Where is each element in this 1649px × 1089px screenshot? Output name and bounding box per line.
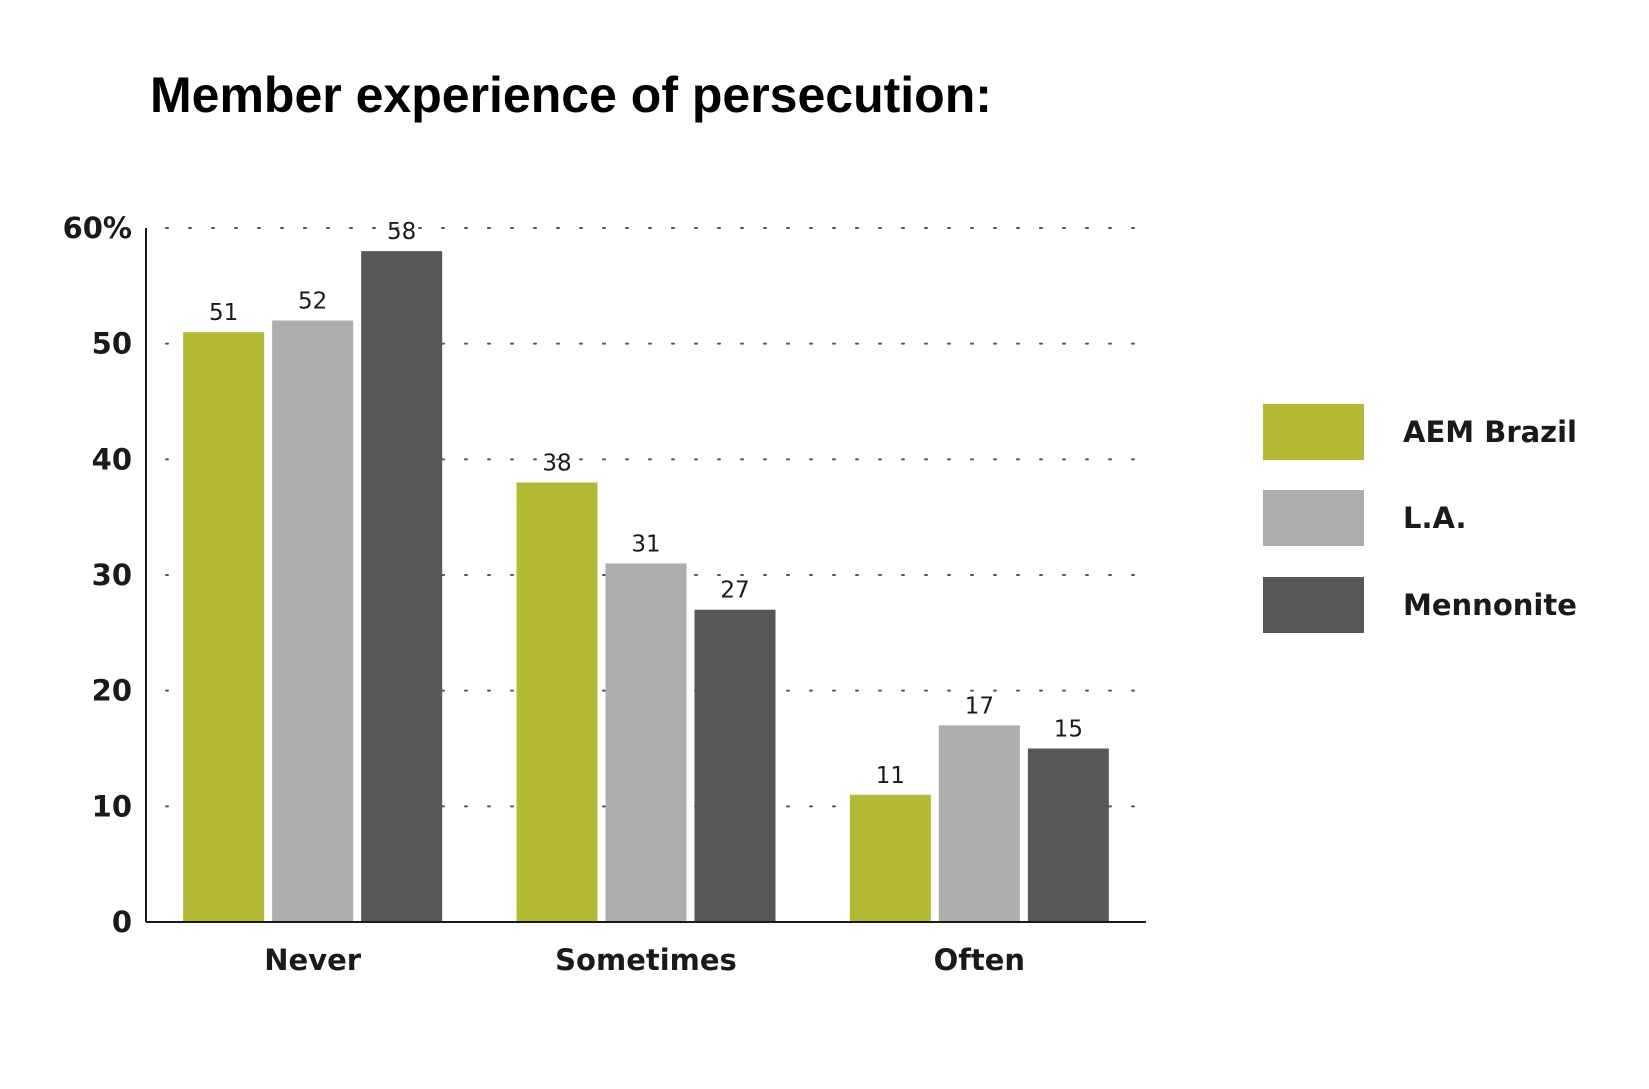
chart-title: Member experience of persecution: (150, 67, 992, 123)
bar-mennonite-often (1027, 748, 1109, 922)
y-tick-label: 20 (92, 674, 132, 708)
y-tick-label: 30 (92, 558, 132, 592)
y-tick-label: 40 (92, 442, 132, 476)
bar-l-a-sometimes (605, 563, 687, 922)
bar-aem-brazil-often (849, 794, 931, 922)
legend-swatch (1263, 577, 1364, 633)
data-label: 31 (631, 531, 660, 557)
bar-aem-brazil-sometimes (516, 482, 598, 922)
bar-mennonite-never (361, 251, 443, 923)
legend-swatch (1263, 404, 1364, 460)
data-labels: 51 52 58 38 31 27 11 17 15 (209, 219, 1083, 789)
y-tick-labels: 0 10 20 30 40 50 60% (63, 211, 132, 939)
data-label: 17 (965, 693, 994, 719)
data-label: 15 (1054, 717, 1083, 743)
x-tick-labels: Never Sometimes Often (264, 943, 1025, 977)
x-tick-label: Often (934, 943, 1025, 977)
bar-l-a-often (938, 725, 1020, 922)
bars (183, 251, 1109, 923)
legend-label: Mennonite (1403, 588, 1577, 622)
legend-label: AEM Brazil (1403, 415, 1577, 449)
data-label: 27 (720, 578, 749, 604)
x-tick-label: Never (264, 943, 362, 977)
y-tick-label: 50 (92, 327, 132, 361)
legend-label: L.A. (1403, 501, 1467, 535)
data-label: 11 (876, 763, 905, 789)
data-label: 38 (542, 450, 571, 476)
y-tick-label: 10 (92, 789, 132, 823)
bar-l-a-never (272, 320, 354, 922)
legend-swatch (1263, 490, 1364, 546)
data-label: 58 (387, 219, 416, 245)
x-tick-label: Sometimes (555, 943, 737, 977)
y-tick-label: 60% (63, 211, 132, 245)
bar-mennonite-sometimes (694, 609, 776, 922)
legend: AEM Brazil L.A. Mennonite (1263, 404, 1577, 633)
data-label: 52 (298, 289, 327, 315)
y-tick-label: 0 (112, 905, 132, 939)
bar-aem-brazil-never (183, 332, 265, 923)
data-label: 51 (209, 300, 238, 326)
